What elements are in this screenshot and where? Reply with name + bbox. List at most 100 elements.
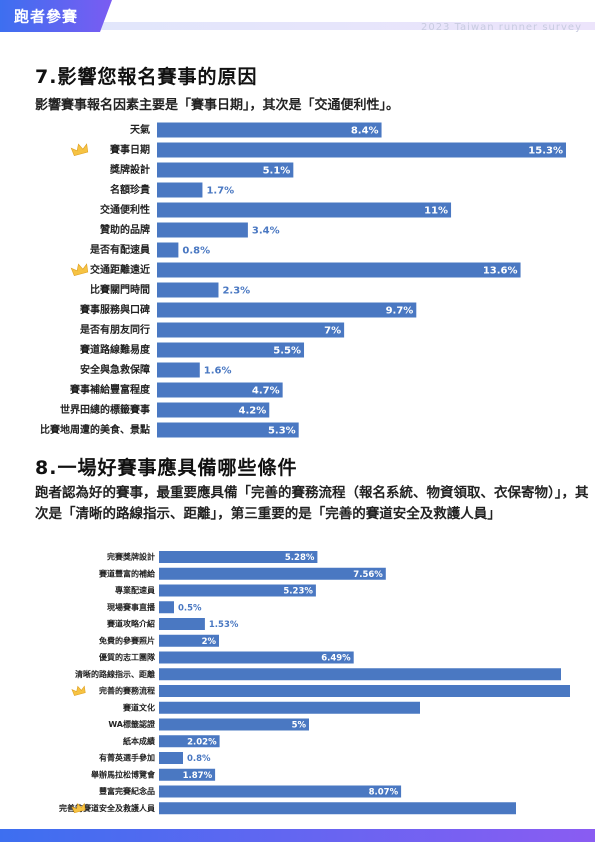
bar <box>157 182 203 198</box>
bar <box>159 735 220 748</box>
bar <box>159 634 219 647</box>
value-label: 2.3% <box>222 286 250 297</box>
bar <box>157 422 299 438</box>
bar <box>157 282 219 298</box>
bar <box>157 242 179 258</box>
category-label: 完善的賽道安全及救護人員 <box>59 803 155 813</box>
bar <box>159 785 402 798</box>
header-tab <box>0 0 112 32</box>
value-label: 0.8% <box>187 754 211 764</box>
category-label: 賽事補給豐富程度 <box>69 383 151 396</box>
category-label: 比賽地周遭的美食、景點 <box>40 423 150 436</box>
category-label: 交通距離遠近 <box>90 263 150 276</box>
value-label: 8.4% <box>351 126 379 137</box>
bar <box>159 802 516 815</box>
value-label: 2.02% <box>187 737 217 747</box>
category-label: 有菁英選手參加 <box>99 753 155 763</box>
section-subtitle: 影響賽事報名因素主要是「賽事日期」，其次是「交通便利性」。 <box>35 98 400 113</box>
bar <box>159 752 183 764</box>
bar <box>157 202 452 218</box>
category-label: 贊助的品牌 <box>100 223 150 236</box>
category-label: 賽道攻略介紹 <box>106 619 155 629</box>
section-title: 7.影響您報名賽事的原因 <box>35 66 258 88</box>
category-label: WA標籤認證 <box>108 719 156 729</box>
value-label: 1.7% <box>206 186 234 197</box>
category-label: 比賽關門時間 <box>90 283 150 296</box>
category-label: 賽道文化 <box>122 702 155 712</box>
value-label: 1.87% <box>183 771 213 781</box>
value-label: 5.5% <box>273 346 301 357</box>
value-label: 4.2% <box>239 406 267 417</box>
category-label: 豐富完賽紀念品 <box>99 786 155 796</box>
value-label: 13.6% <box>483 266 518 277</box>
value-label: 6.49% <box>321 654 351 664</box>
bar <box>157 142 566 158</box>
category-label: 賽道豐富的補給 <box>98 568 156 578</box>
value-label: 5% <box>292 721 307 731</box>
section-paragraph: 跑者認為好的賽事，最重要應具備「完善的賽務流程（報名系統、物資領取、衣保寄物）」… <box>35 485 589 522</box>
bar <box>159 601 174 614</box>
bar <box>157 382 283 398</box>
value-label: 5.3% <box>268 426 296 437</box>
category-label: 舉辦馬拉松博覽會 <box>90 769 156 779</box>
category-label: 名額珍貴 <box>110 183 150 196</box>
value-label: 2% <box>202 637 217 647</box>
value-label: 7% <box>324 326 341 337</box>
bar <box>159 685 570 697</box>
crown-icon <box>70 263 89 277</box>
bar <box>157 362 200 378</box>
crown-icon <box>71 802 86 814</box>
bar <box>159 768 216 781</box>
bar <box>157 162 294 178</box>
category-label: 清晰的路線指示、距離 <box>75 669 155 679</box>
category-label: 賽道路線難易度 <box>79 343 151 356</box>
bar <box>159 551 318 563</box>
value-label: 8.07% <box>369 788 399 798</box>
bottom-band <box>0 829 595 842</box>
bar <box>157 262 521 278</box>
section-title: 8.一場好賽事應具備哪些條件 <box>35 457 298 479</box>
crown-icon <box>70 143 89 157</box>
category-label: 安全與急救保障 <box>80 363 150 376</box>
value-label: 5.1% <box>263 166 291 177</box>
category-label: 天氣 <box>130 123 150 136</box>
category-label: 專業配速員 <box>115 585 155 595</box>
bar <box>157 222 248 238</box>
value-label: 3.4% <box>252 226 280 237</box>
bar <box>157 342 305 358</box>
value-label: 5.28% <box>285 553 315 563</box>
category-label: 完賽獎牌設計 <box>107 552 155 562</box>
bar <box>157 302 417 318</box>
bar <box>159 618 205 630</box>
category-label: 現場賽事直播 <box>107 602 156 612</box>
category-label: 紙本成績 <box>123 736 155 746</box>
category-label: 交通便利性 <box>100 203 150 216</box>
crown-icon <box>71 685 86 696</box>
category-label: 是否有配速員 <box>89 243 150 256</box>
category-label: 免費的參賽照片 <box>99 635 155 645</box>
category-label: 賽事日期 <box>109 143 150 156</box>
value-label: 7.56% <box>353 570 383 580</box>
value-label: 1.6% <box>204 366 232 377</box>
bar <box>159 567 386 580</box>
bar <box>157 122 382 138</box>
value-label: 9.7% <box>386 306 414 317</box>
bar <box>157 402 270 418</box>
bar <box>159 651 354 664</box>
category-label: 世界田總的標籤賽事 <box>60 403 150 416</box>
category-label: 完善的賽務流程 <box>99 686 155 696</box>
bar <box>157 322 345 338</box>
value-label: 11% <box>424 206 448 217</box>
bar <box>159 718 309 731</box>
category-label: 優質的志工團隊 <box>98 652 156 662</box>
top-band <box>0 22 595 30</box>
bar <box>159 668 561 681</box>
category-label: 賽事服務與口碑 <box>79 303 150 316</box>
category-label: 獎牌設計 <box>109 163 150 176</box>
value-label: 4.7% <box>252 386 280 397</box>
header-survey: 2023 Taiwan runner survey <box>421 22 582 33</box>
header-label: 跑者參賽 <box>14 8 78 26</box>
value-label: 15.3% <box>528 146 563 157</box>
